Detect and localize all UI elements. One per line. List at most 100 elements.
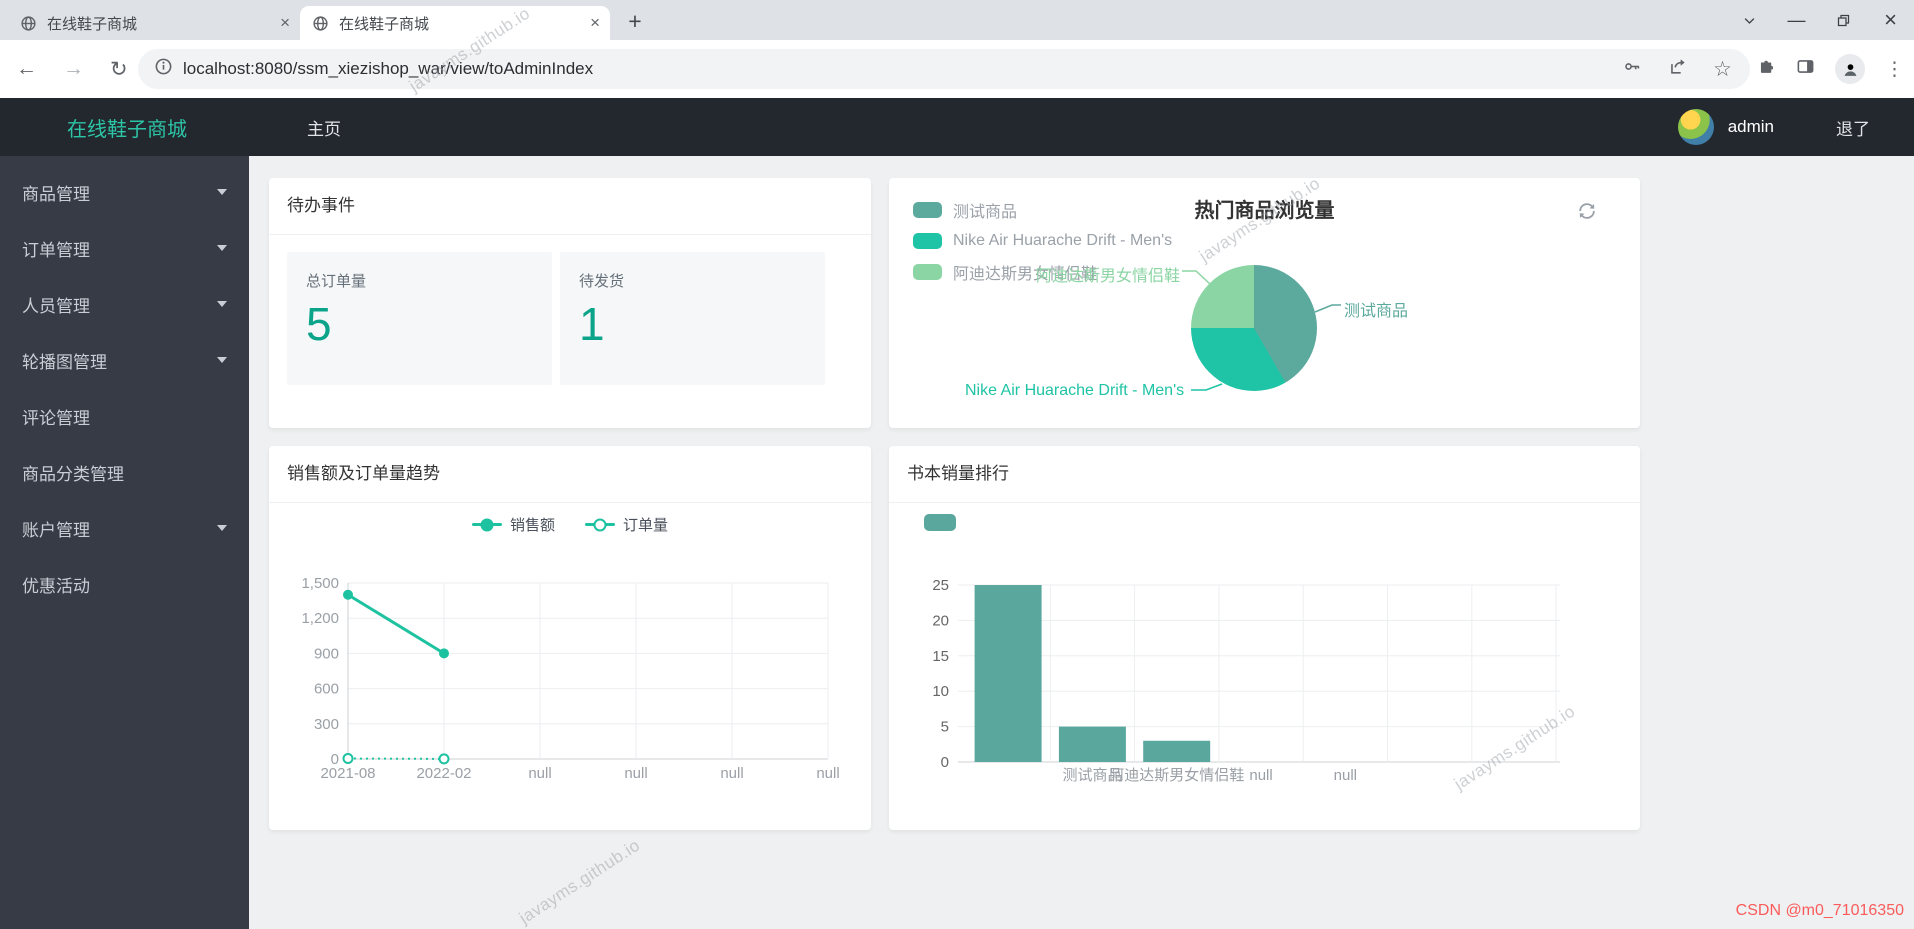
new-tab-button[interactable]: + bbox=[628, 7, 642, 34]
x-axis-tick: null bbox=[816, 765, 839, 782]
legend-item[interactable]: 销售额 bbox=[471, 514, 555, 535]
tab-search-chevron-icon[interactable] bbox=[1726, 0, 1773, 40]
y-axis-tick: 900 bbox=[314, 645, 339, 662]
tab-strip: 在线鞋子商城 × 在线鞋子商城 × + — × bbox=[0, 0, 1914, 40]
username-text[interactable]: admin bbox=[1727, 117, 1774, 136]
x-axis-tick: 2021-08 bbox=[320, 765, 375, 782]
bookmark-star-icon[interactable]: ☆ bbox=[1713, 57, 1732, 81]
browser-tab-inactive[interactable]: 在线鞋子商城 × bbox=[8, 6, 300, 40]
chevron-down-icon bbox=[217, 189, 227, 195]
info-icon[interactable] bbox=[154, 57, 173, 81]
sidebar-item-订单管理[interactable]: 订单管理 bbox=[0, 220, 249, 276]
pie-label-test-product: 测试商品 bbox=[1344, 303, 1409, 320]
x-axis-tick: null bbox=[624, 765, 647, 782]
sidebar-item-优惠活动[interactable]: 优惠活动 bbox=[0, 556, 249, 612]
logout-link[interactable]: 退了 bbox=[1836, 119, 1870, 139]
legend-label: 测试商品 bbox=[953, 203, 1018, 221]
legend-swatch bbox=[913, 263, 942, 280]
pie-chart bbox=[1191, 265, 1317, 391]
app-brand[interactable]: 在线鞋子商城 bbox=[67, 118, 187, 141]
rank-chart-card: 书本销量排行 25 20 15 10 5 0 测试商品 阿迪达斯男女情侣鞋 null null bbox=[889, 446, 1640, 830]
legend-item[interactable]: Nike Air Huarache Drift - Men's bbox=[913, 225, 1172, 256]
chevron-down-icon bbox=[217, 301, 227, 307]
sidebar-item-label: 人员管理 bbox=[22, 296, 90, 316]
close-window-button[interactable]: × bbox=[1884, 7, 1897, 32]
tab-title: 在线鞋子商城 bbox=[339, 15, 430, 33]
sidebar-item-轮播图管理[interactable]: 轮播图管理 bbox=[0, 332, 249, 388]
legend-item[interactable]: 阿迪达斯男女情侣鞋 bbox=[913, 256, 1172, 287]
x-axis-tick: 2022-02 bbox=[416, 765, 471, 782]
urlbar-icons: ☆ bbox=[1623, 49, 1732, 89]
stat-value: 1 bbox=[579, 298, 605, 350]
sidebar-item-商品分类管理[interactable]: 商品分类管理 bbox=[0, 444, 249, 500]
data-point bbox=[439, 648, 449, 659]
card-title: 书本销量排行 bbox=[889, 446, 1640, 503]
y-axis-tick: 10 bbox=[932, 683, 949, 700]
sidebar-item-label: 账户管理 bbox=[22, 520, 90, 540]
sidebar-item-label: 订单管理 bbox=[22, 240, 90, 260]
pie-chart-card: 热门商品浏览量 测试商品 Nike Air Huarache Drift - Me… bbox=[889, 178, 1640, 428]
sidebar-item-商品管理[interactable]: 商品管理 bbox=[0, 164, 249, 220]
legend-item[interactable]: 测试商品 bbox=[913, 194, 1172, 225]
legend-marker bbox=[471, 518, 502, 531]
rank-legend-swatch bbox=[924, 514, 956, 531]
close-tab-icon[interactable]: × bbox=[280, 13, 290, 32]
y-axis-tick: 20 bbox=[932, 612, 949, 629]
refresh-icon[interactable] bbox=[1576, 200, 1598, 222]
y-axis-tick: 1,500 bbox=[301, 575, 339, 592]
nav-home-link[interactable]: 主页 bbox=[307, 119, 341, 139]
back-icon[interactable]: ← bbox=[16, 57, 37, 80]
profile-avatar-icon[interactable] bbox=[1835, 54, 1865, 84]
tab-title: 在线鞋子商城 bbox=[47, 15, 138, 33]
y-axis-tick: 25 bbox=[932, 577, 949, 594]
sidebar-item-人员管理[interactable]: 人员管理 bbox=[0, 276, 249, 332]
stat-label: 待发货 bbox=[579, 273, 625, 290]
x-axis-tick: null bbox=[1249, 767, 1272, 784]
stat-value: 5 bbox=[306, 298, 332, 350]
close-tab-icon[interactable]: × bbox=[590, 13, 600, 32]
stat-total-orders: 总订单量 5 bbox=[287, 252, 552, 385]
x-axis-tick: 阿迪达斯男女情侣鞋 bbox=[1109, 766, 1244, 784]
url-bar[interactable]: localhost:8080/ssm_xiezishop_war/view/to… bbox=[138, 49, 1750, 89]
app-navbar: 在线鞋子商城 主页 admin 退了 bbox=[0, 98, 1914, 156]
x-axis-tick: null bbox=[720, 765, 743, 782]
nav-buttons: ← → ↻ bbox=[16, 40, 128, 98]
password-key-icon[interactable] bbox=[1623, 57, 1642, 81]
kebab-menu-icon[interactable]: ⋮ bbox=[1885, 58, 1904, 80]
sidebar-item-评论管理[interactable]: 评论管理 bbox=[0, 388, 249, 444]
browser-toolbar: ← → ↻ localhost:8080/ssm_xiezishop_war/v… bbox=[0, 40, 1914, 98]
appbar-right: admin 退了 bbox=[1677, 109, 1870, 145]
window-controls: — × bbox=[1726, 0, 1914, 40]
share-icon[interactable] bbox=[1668, 57, 1687, 81]
sidebar-item-账户管理[interactable]: 账户管理 bbox=[0, 500, 249, 556]
browser-tab-active[interactable]: 在线鞋子商城 × bbox=[300, 6, 610, 40]
legend-label: Nike Air Huarache Drift - Men's bbox=[953, 231, 1173, 249]
legend-label: 阿迪达斯男女情侣鞋 bbox=[953, 265, 1098, 283]
pie-label-adidas: 阿迪达斯男女情侣鞋 bbox=[1036, 268, 1181, 285]
y-axis-tick: 600 bbox=[314, 681, 339, 698]
user-avatar[interactable] bbox=[1677, 109, 1714, 145]
bar bbox=[1058, 726, 1126, 762]
y-axis-tick: 0 bbox=[331, 751, 339, 768]
url-text: localhost:8080/ssm_xiezishop_war/view/to… bbox=[183, 59, 594, 78]
bar bbox=[974, 585, 1042, 762]
minimize-window-button[interactable]: — bbox=[1787, 9, 1806, 30]
sidebar-item-label: 轮播图管理 bbox=[22, 352, 107, 372]
side-panel-icon[interactable] bbox=[1796, 57, 1815, 82]
sidebar-item-label: 商品管理 bbox=[22, 184, 90, 204]
legend-label: 订单量 bbox=[623, 517, 669, 534]
chevron-down-icon bbox=[217, 357, 227, 363]
restore-window-button[interactable] bbox=[1820, 0, 1867, 40]
reload-icon[interactable]: ↻ bbox=[110, 57, 128, 81]
sidebar-item-label: 商品分类管理 bbox=[22, 464, 124, 484]
y-axis-tick: 300 bbox=[314, 716, 339, 733]
stat-to-ship: 待发货 1 bbox=[560, 252, 825, 385]
legend-item[interactable]: 订单量 bbox=[585, 514, 668, 535]
forward-icon[interactable]: → bbox=[63, 57, 84, 80]
card-title: 销售额及订单量趋势 bbox=[269, 446, 871, 503]
y-axis-tick: 5 bbox=[941, 719, 949, 736]
extensions-puzzle-icon[interactable] bbox=[1757, 57, 1776, 82]
x-axis-tick: null bbox=[1334, 767, 1357, 784]
